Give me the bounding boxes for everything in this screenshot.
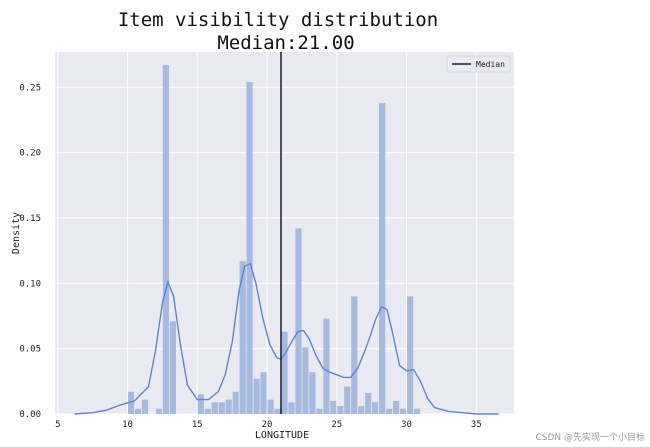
chart-title: Item visibility distribution <box>118 9 438 31</box>
histogram-bar <box>197 394 204 414</box>
histogram-bar <box>281 331 288 414</box>
histogram-bar <box>393 400 400 414</box>
histogram-bar <box>225 399 232 414</box>
histogram-bar <box>253 378 260 414</box>
histogram-bar <box>246 82 253 414</box>
legend-box <box>446 55 511 73</box>
axis-ticks: 5 10 15 20 25 30 35 0.00 0.05 0.10 0.15 0.20 0.25 <box>19 83 481 430</box>
histogram-bar <box>337 406 344 414</box>
histogram-bar <box>204 408 211 414</box>
histogram-bar <box>127 391 135 414</box>
histogram-bar <box>239 261 246 414</box>
watermark: CSDN @先实现一个小目标 <box>535 431 645 443</box>
x-tick-label: 20 <box>262 420 273 430</box>
histogram-bar <box>406 296 414 414</box>
histogram-bar <box>351 296 358 414</box>
x-tick-label: 35 <box>471 420 482 430</box>
histogram-bar <box>232 391 239 414</box>
x-tick-label: 30 <box>401 420 412 430</box>
legend: Median <box>446 55 511 73</box>
x-tick-label: 5 <box>55 420 60 430</box>
histogram-bar <box>218 402 225 414</box>
histogram-bar <box>288 402 295 414</box>
histogram-bar <box>267 399 274 414</box>
y-tick-label: 0.05 <box>19 345 41 355</box>
histogram-bar <box>302 347 309 414</box>
y-tick-label: 0.10 <box>19 279 41 289</box>
histogram-bar <box>141 399 149 414</box>
x-tick-label: 10 <box>122 420 133 430</box>
x-tick-label: 25 <box>331 420 342 430</box>
histogram-bar <box>309 372 316 414</box>
y-tick-label: 0.15 <box>19 214 41 224</box>
histogram-bar <box>372 402 379 414</box>
x-tick-label: 15 <box>192 420 203 430</box>
histogram-bar <box>295 228 302 414</box>
histogram-bar <box>399 408 407 414</box>
histogram-bar <box>316 408 323 414</box>
chart-subtitle: Median:21.00 <box>217 32 354 54</box>
histogram-bar <box>155 408 163 414</box>
histogram-bar <box>330 400 337 414</box>
histogram-bar <box>323 318 330 414</box>
y-axis-label: Density <box>11 212 22 254</box>
histogram-bar <box>274 408 281 414</box>
histogram-bar <box>211 402 218 414</box>
y-tick-label: 0.25 <box>19 83 41 93</box>
histogram-bar <box>169 321 176 414</box>
x-axis-label: LONGITUDE <box>255 430 309 441</box>
y-tick-label: 0.00 <box>19 410 41 420</box>
histogram-bar <box>379 102 386 415</box>
histogram-bar <box>413 408 421 414</box>
kde-curve <box>74 262 499 415</box>
y-tick-label: 0.20 <box>19 149 41 159</box>
histogram-bar <box>386 408 393 414</box>
histogram-bar <box>365 393 372 414</box>
histogram-bar <box>260 372 267 414</box>
histogram-bar <box>162 65 170 414</box>
histogram-bar <box>344 386 351 414</box>
legend-median-label: Median <box>476 60 505 69</box>
histogram-bars <box>127 65 421 415</box>
histogram-bar <box>358 406 365 414</box>
histogram-bar <box>134 408 142 414</box>
